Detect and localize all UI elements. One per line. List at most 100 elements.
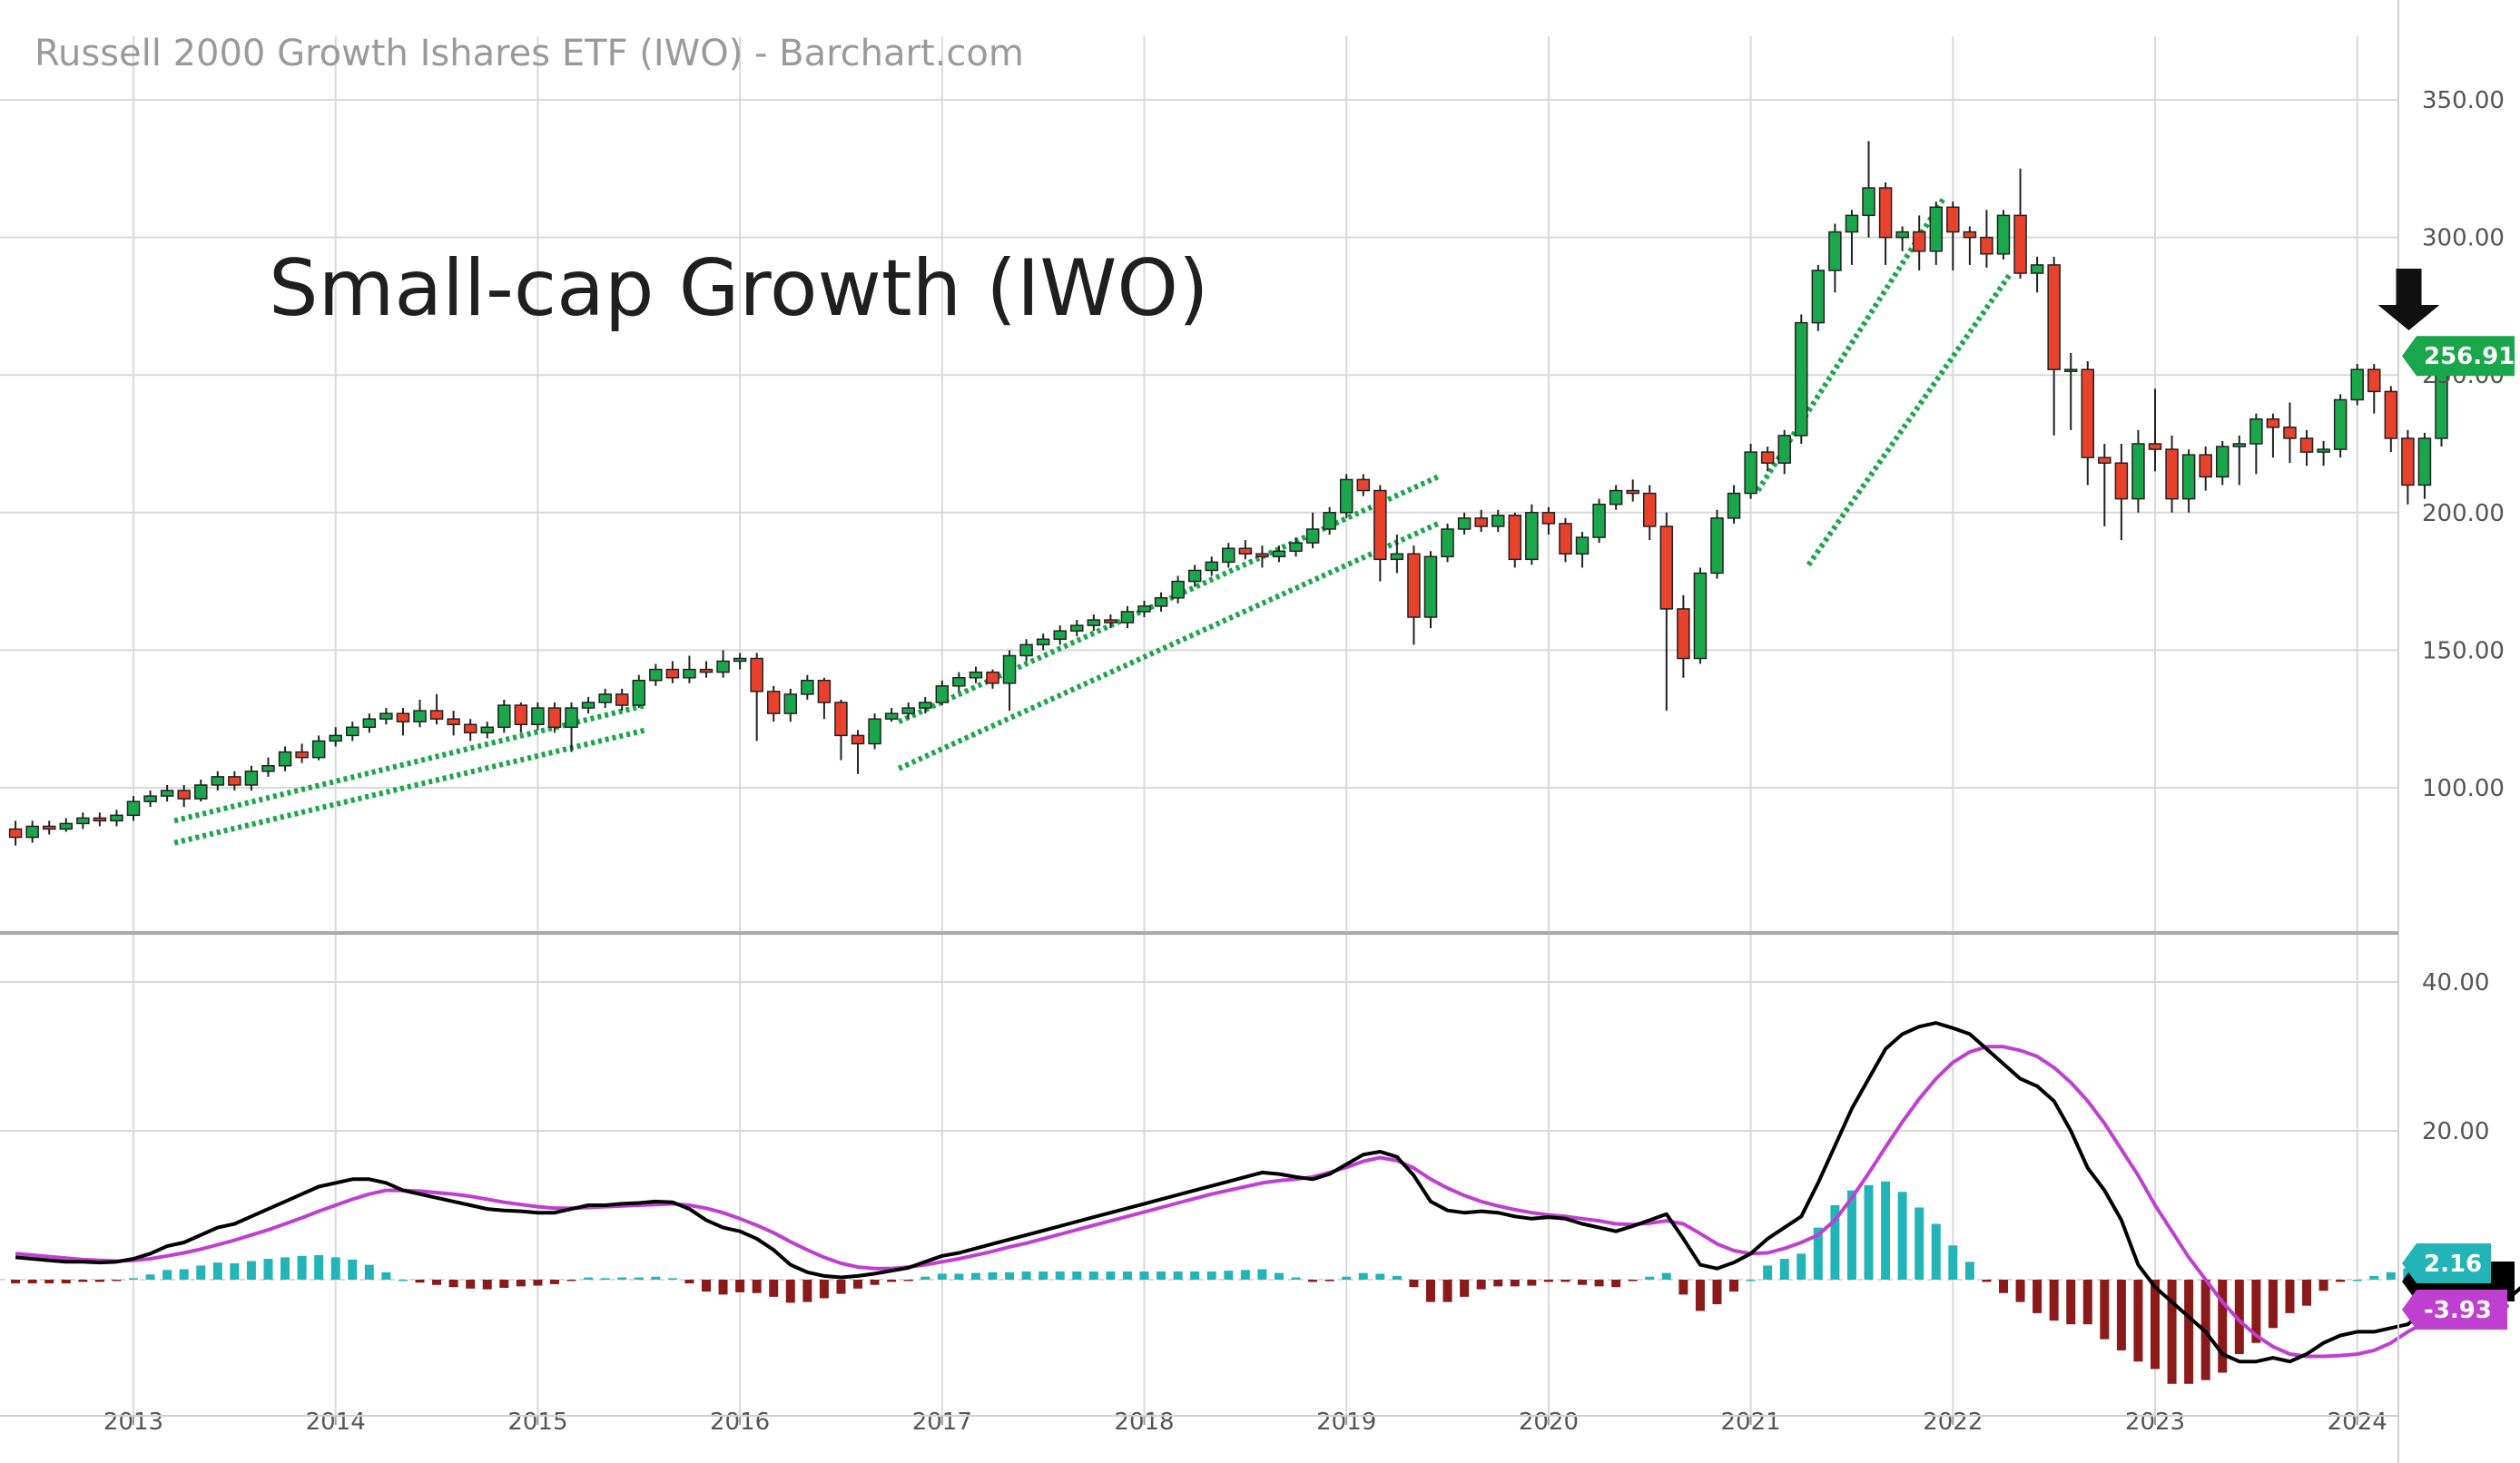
histogram-bar [162, 1270, 172, 1280]
candle-body [801, 680, 814, 695]
candle-body [1693, 572, 1708, 660]
histogram-bar [1442, 1280, 1452, 1302]
candle-body [969, 671, 983, 679]
candle-body [1238, 547, 1253, 555]
candle [2030, 256, 2044, 293]
candle-body [1187, 569, 1202, 583]
candle-body [429, 710, 444, 720]
x-tick-label: 2020 [1519, 1409, 1579, 1436]
candle-body [346, 726, 359, 737]
candle [59, 818, 74, 832]
candle [211, 771, 225, 791]
histogram-bar [684, 1280, 694, 1284]
histogram-bar [78, 1280, 88, 1282]
candle-body [110, 814, 123, 822]
histogram-bar [2318, 1280, 2328, 1291]
histogram-bar [853, 1280, 863, 1289]
candle-body [2417, 437, 2432, 486]
histogram-bar [2302, 1280, 2312, 1306]
histogram-bar [1055, 1271, 1065, 1280]
candle-body [1019, 643, 1033, 657]
candle [1002, 650, 1017, 712]
candle-body [901, 707, 915, 714]
chart-annotation: Small-cap Growth (IWO) [269, 243, 1209, 334]
candle [1626, 479, 1639, 502]
candle-body [1963, 231, 1977, 239]
candle [396, 708, 410, 736]
candle [1339, 474, 1354, 518]
candle-body [2165, 448, 2179, 500]
candle [2215, 440, 2230, 486]
candle-body [1120, 611, 1135, 623]
candle-body [1744, 451, 1757, 495]
candle [1643, 485, 1657, 541]
candle-body [565, 707, 578, 729]
candle-body [244, 771, 259, 786]
candle [1592, 498, 1606, 544]
histogram-bar [1324, 1280, 1334, 1281]
histogram-bar [1157, 1271, 1166, 1280]
candle [1120, 605, 1135, 629]
histogram-bar [870, 1280, 880, 1285]
candle-body [1710, 517, 1724, 574]
candle [1356, 474, 1371, 496]
histogram-bar [1661, 1272, 1671, 1280]
candle-body [1727, 492, 1741, 519]
candle-body [1305, 528, 1320, 544]
candle [244, 765, 259, 791]
candle-body [2114, 462, 2129, 500]
candle [1525, 504, 1539, 565]
histogram-bar [364, 1264, 374, 1280]
histogram-bar [432, 1280, 442, 1285]
candle-body [1323, 512, 1336, 530]
candle [1474, 509, 1488, 533]
candle-body [1491, 515, 1505, 527]
candle [733, 653, 747, 670]
indicator-y-tick-label: 40.00 [2422, 969, 2489, 997]
histogram-bar [398, 1280, 408, 1281]
candle [1912, 215, 1926, 270]
candle [1390, 535, 1404, 574]
candle [817, 677, 832, 720]
candle-body [278, 751, 292, 767]
candle [480, 722, 494, 739]
candle-body [1508, 515, 1522, 561]
candle-body [2401, 437, 2415, 486]
candle-body [1862, 187, 1875, 217]
candle [2199, 447, 2212, 491]
candle [261, 757, 275, 777]
candle-body [750, 657, 763, 692]
candle [918, 696, 932, 714]
candle-body [1104, 619, 1117, 623]
candle [801, 674, 814, 700]
histogram-bar [381, 1272, 391, 1280]
indicator-y-tick-label: 20.00 [2422, 1118, 2489, 1145]
histogram-bar [2218, 1280, 2228, 1373]
candle [2333, 394, 2348, 458]
histogram-bar [1560, 1280, 1570, 1282]
candle-body [2350, 368, 2364, 401]
candle-body [531, 707, 545, 726]
x-tick-label: 2016 [710, 1409, 770, 1436]
candle-body [1255, 553, 1269, 558]
trend-channel-line [897, 474, 1440, 724]
candle [1929, 201, 1943, 265]
down-arrow-icon [2377, 269, 2440, 330]
candle [649, 663, 663, 686]
candle [1508, 512, 1522, 568]
candle-body [1541, 512, 1556, 525]
candle-body [834, 702, 848, 737]
candle [598, 688, 612, 709]
candle [1238, 540, 1253, 560]
candle-body [2367, 368, 2381, 393]
histogram-bar [1594, 1280, 1604, 1287]
candle [193, 779, 208, 802]
candle-body [8, 828, 23, 839]
candle [2081, 361, 2095, 486]
candle-body [1154, 597, 1168, 607]
histogram-bar [1948, 1245, 1958, 1280]
histogram-bar [1729, 1280, 1739, 1292]
candle [1457, 512, 1472, 535]
candle-body [2199, 454, 2212, 478]
candle-body [1895, 231, 1909, 239]
